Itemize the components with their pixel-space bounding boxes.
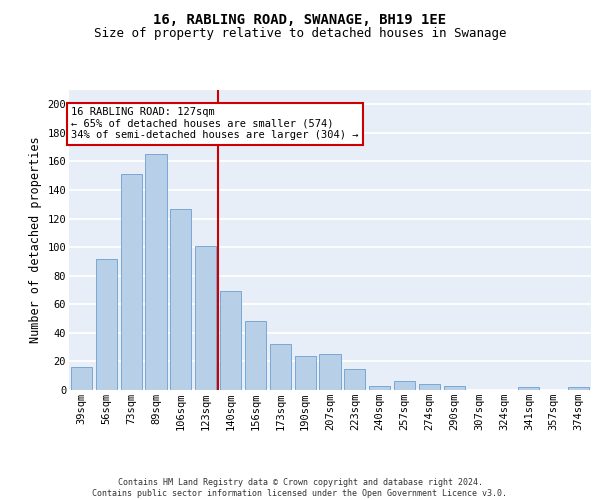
Text: 16, RABLING ROAD, SWANAGE, BH19 1EE: 16, RABLING ROAD, SWANAGE, BH19 1EE <box>154 12 446 26</box>
Bar <box>369 386 390 390</box>
Bar <box>344 368 365 390</box>
Bar <box>319 354 341 390</box>
Bar <box>195 246 216 390</box>
Bar <box>71 367 92 390</box>
Text: Size of property relative to detached houses in Swanage: Size of property relative to detached ho… <box>94 28 506 40</box>
Bar <box>170 208 191 390</box>
Bar <box>121 174 142 390</box>
Y-axis label: Number of detached properties: Number of detached properties <box>29 136 42 344</box>
Bar <box>394 382 415 390</box>
Bar <box>96 258 117 390</box>
Bar <box>220 292 241 390</box>
Bar <box>270 344 291 390</box>
Bar <box>245 322 266 390</box>
Text: 16 RABLING ROAD: 127sqm
← 65% of detached houses are smaller (574)
34% of semi-d: 16 RABLING ROAD: 127sqm ← 65% of detache… <box>71 107 359 140</box>
Text: Contains HM Land Registry data © Crown copyright and database right 2024.
Contai: Contains HM Land Registry data © Crown c… <box>92 478 508 498</box>
Bar <box>419 384 440 390</box>
Bar <box>444 386 465 390</box>
Bar <box>295 356 316 390</box>
Bar <box>145 154 167 390</box>
Bar <box>568 387 589 390</box>
Bar <box>518 387 539 390</box>
